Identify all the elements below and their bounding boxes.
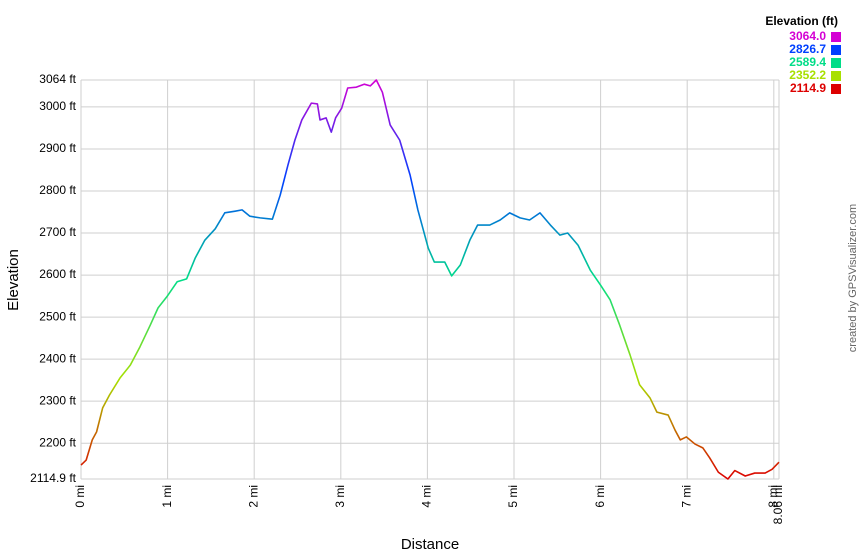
x-tick-label: 8.06 mi xyxy=(771,485,785,524)
legend-label: 2114.9 xyxy=(790,81,826,95)
y-tick-label: 3064 ft xyxy=(39,72,76,86)
x-tick-label: 0 mi xyxy=(73,485,87,508)
x-tick-label: 8 mi xyxy=(766,485,780,508)
legend-swatch xyxy=(831,32,841,42)
legend-swatch xyxy=(831,58,841,68)
x-tick-label: 3 mi xyxy=(333,485,347,508)
legend-swatch xyxy=(831,71,841,81)
x-axis-title: Distance xyxy=(401,536,459,553)
y-tick-label: 2200 ft xyxy=(39,435,76,449)
x-tick-label: 1 mi xyxy=(160,485,174,508)
x-tick-label: 2 mi xyxy=(246,485,260,508)
y-tick-label: 2500 ft xyxy=(39,309,76,323)
legend-label: 2589.4 xyxy=(789,55,826,69)
y-tick-label: 3000 ft xyxy=(39,99,76,113)
legend-swatch xyxy=(831,84,841,94)
elevation-line xyxy=(80,79,780,480)
legend-swatch xyxy=(831,45,841,55)
y-axis-title: Elevation xyxy=(5,249,22,311)
y-tick-label: 2800 ft xyxy=(39,183,76,197)
credit: created by GPSVisualizer.com xyxy=(847,204,859,352)
y-tick-label: 2900 ft xyxy=(39,141,76,155)
y-tick-label: 2300 ft xyxy=(39,393,76,407)
y-tick-label: 2114.9 ft xyxy=(30,471,76,485)
y-tick-label: 2600 ft xyxy=(39,267,76,281)
legend-label: 2826.7 xyxy=(789,42,826,56)
legend-title: Elevation (ft) xyxy=(765,14,838,28)
legend-label: 2352.2 xyxy=(789,68,826,82)
x-tick-label: 7 mi xyxy=(679,485,693,508)
x-tick-label: 4 mi xyxy=(420,485,434,508)
y-tick-label: 2400 ft xyxy=(39,351,76,365)
legend-label: 3064.0 xyxy=(789,29,826,43)
x-tick-label: 5 mi xyxy=(506,485,520,508)
x-tick-label: 6 mi xyxy=(593,485,607,508)
y-tick-label: 2700 ft xyxy=(39,225,76,239)
